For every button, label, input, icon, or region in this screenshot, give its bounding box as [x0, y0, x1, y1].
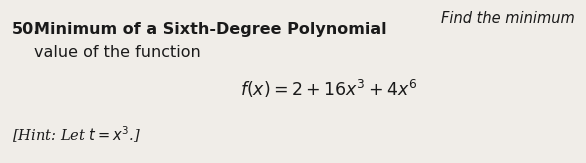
Text: Minimum of a Sixth-Degree Polynomial: Minimum of a Sixth-Degree Polynomial — [34, 22, 387, 37]
Text: [Hint: Let $t = x^3$.]: [Hint: Let $t = x^3$.] — [12, 125, 141, 145]
Text: 50.: 50. — [12, 22, 40, 37]
Text: Find the minimum: Find the minimum — [441, 11, 575, 26]
Text: value of the function: value of the function — [34, 45, 201, 60]
Text: $f(x) = 2 + 16x^3 + 4x^6$: $f(x) = 2 + 16x^3 + 4x^6$ — [240, 78, 418, 100]
